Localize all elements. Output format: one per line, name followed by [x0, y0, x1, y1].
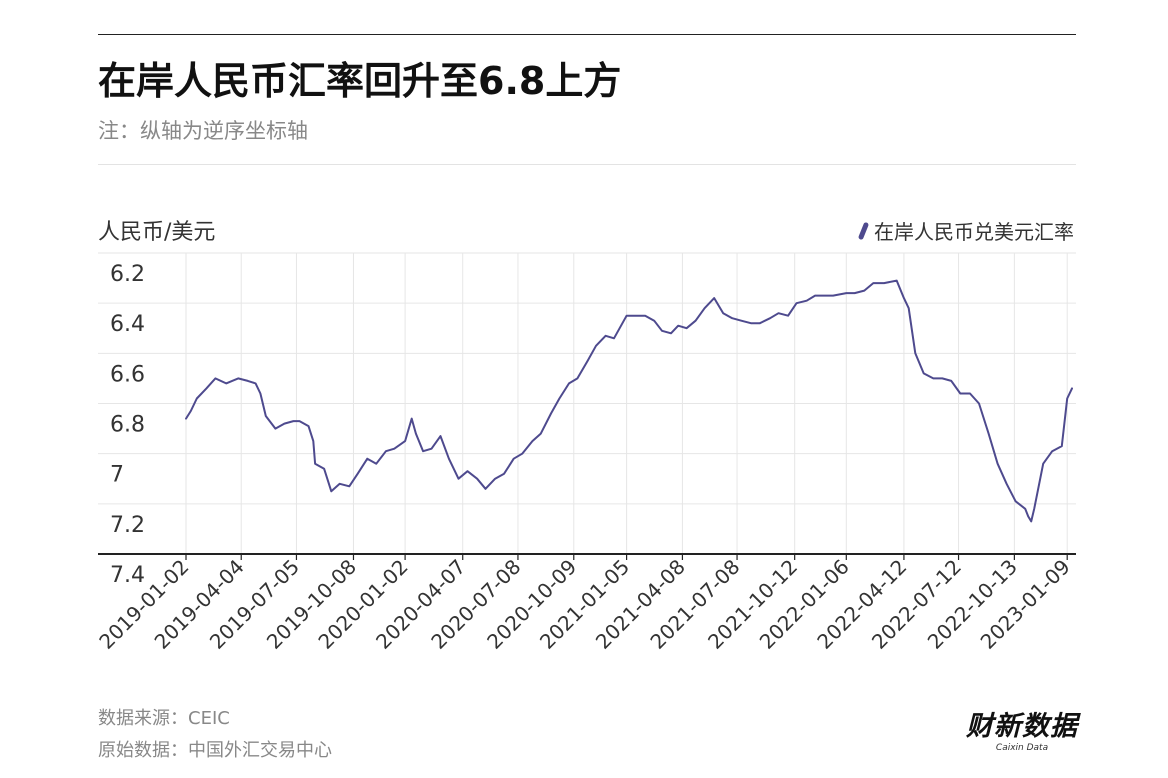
- y-axis-unit-label: 人民币/美元: [98, 220, 216, 245]
- brand-logo-en: Caixin Data: [995, 743, 1049, 753]
- line-chart: 6.26.46.66.877.27.42019-01-022019-04-042…: [94, 252, 1076, 654]
- source-note: 数据来源：CEIC: [98, 708, 230, 729]
- series-line-cny-usd: [185, 279, 1073, 523]
- brand-logo-cn: 财新数据: [966, 711, 1078, 742]
- page-title: 在岸人民币汇率回升至6.8上方: [98, 59, 622, 103]
- subtitle-divider: [98, 164, 1076, 165]
- legend-label: 在岸人民币兑美元汇率: [874, 220, 1074, 244]
- subtitle-note: 注：纵轴为逆序坐标轴: [98, 119, 308, 143]
- y-tick-label: 6.2: [110, 262, 145, 287]
- y-tick-label: 6.4: [110, 312, 145, 337]
- y-tick-label: 7.2: [110, 513, 145, 538]
- y-tick-label: 6.6: [110, 362, 145, 387]
- brand-logo: 财新数据 Caixin Data: [966, 712, 1078, 754]
- y-tick-label: 7.4: [110, 563, 145, 588]
- original-source-note: 原始数据：中国外汇交易中心: [98, 740, 332, 761]
- legend: 在岸人民币兑美元汇率: [857, 216, 1074, 245]
- y-tick-label: 7: [110, 463, 124, 488]
- top-rule: [98, 34, 1076, 35]
- y-tick-label: 6.8: [110, 413, 145, 438]
